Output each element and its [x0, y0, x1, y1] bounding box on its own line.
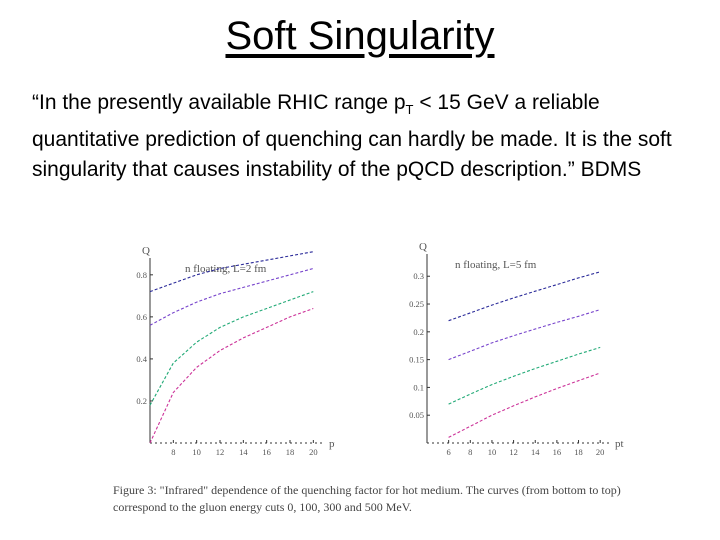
left-chart-y-tick-label: 0.4 [136, 354, 147, 364]
left-chart-series-line-1 [149, 307, 314, 444]
right-chart-y-tick-label: 0.2 [413, 327, 424, 337]
right-chart-x-tick-label: 18 [574, 447, 583, 457]
right-chart-x-tick-label: 10 [488, 447, 497, 457]
right-chart-series-line-1 [448, 372, 601, 438]
right-chart-x-tick-label: 16 [553, 447, 562, 457]
quote-subscript: T [405, 102, 414, 118]
left-chart-y-tick-label: 0.6 [136, 312, 147, 322]
chart-right: Qpt n floating, L=5 fm 6 8 10 12 14 16 18 20 0.05 0… [409, 241, 624, 457]
left-chart-x-tick-label: 8 [171, 447, 175, 457]
quote-text-part2: < 15 GeV a reliable quantitative predict… [32, 91, 672, 182]
right-chart-y-axis-label: Q [419, 241, 427, 253]
right-chart-x-tick-label: 8 [468, 447, 472, 457]
left-chart-x-tick-label: 20 [309, 447, 318, 457]
right-chart-y-tick-label: 0.15 [409, 355, 424, 365]
left-chart-series-line-2 [149, 291, 314, 406]
slide-title: Soft Singularity [225, 14, 495, 58]
left-chart-series-line-4 [149, 251, 314, 293]
left-chart-title: n floating, L=2 fm [185, 263, 267, 275]
left-chart-series-line-3 [149, 267, 314, 326]
right-chart-y-tick-label: 0.1 [413, 382, 424, 392]
left-chart-y-axis-label: Q [142, 245, 150, 257]
right-chart-y-tick-label: 0.25 [409, 299, 424, 309]
left-chart-x-tick-label: 14 [239, 447, 248, 457]
left-chart-y-tick-label: 0.2 [136, 396, 147, 406]
left-chart-x-axis-label: pt [329, 438, 335, 450]
left-chart-x-tick-label: 10 [192, 447, 201, 457]
right-chart-x-tick-label: 12 [509, 447, 518, 457]
right-chart-series-line-4 [448, 271, 601, 322]
chart-left: Qpt n floating, L=2 fm 8 10 12 14 16 18 20 0.2 0.4… [136, 245, 335, 457]
left-chart-x-tick-label: 16 [262, 447, 271, 457]
right-chart-title: n floating, L=5 fm [455, 259, 537, 271]
right-chart-series-line-3 [448, 309, 601, 361]
right-chart-y-tick-label: 0.3 [413, 271, 424, 281]
quote-text-part1: “In the presently available RHIC range p [32, 91, 406, 114]
right-chart-x-tick-label: 20 [596, 447, 605, 457]
figure-caption: Figure 3: "Infrared" dependence of the q… [113, 483, 621, 514]
left-chart-x-tick-label: 18 [286, 447, 295, 457]
right-chart-x-axis-label: pt [615, 438, 624, 450]
left-chart-y-tick-label: 0.8 [136, 270, 147, 280]
quote-text: “In the presently available RHIC range p… [32, 88, 702, 185]
right-chart-y-tick-label: 0.05 [409, 410, 424, 420]
right-chart-x-tick-label: 14 [531, 447, 540, 457]
right-chart-x-tick-label: 6 [447, 447, 451, 457]
left-chart-x-tick-label: 12 [216, 447, 225, 457]
right-chart-series-line-2 [448, 346, 601, 405]
